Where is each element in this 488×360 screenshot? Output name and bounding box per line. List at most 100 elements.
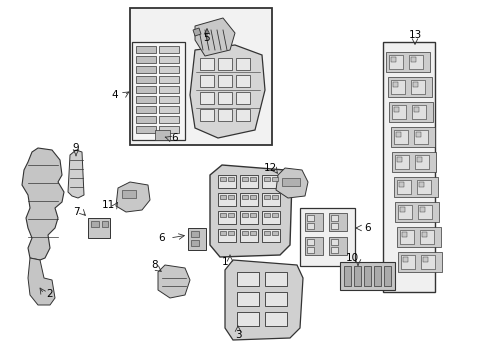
- Polygon shape: [68, 150, 84, 198]
- Polygon shape: [158, 265, 190, 298]
- Bar: [396, 227, 440, 247]
- Bar: [343, 266, 350, 286]
- Text: 8: 8: [151, 260, 158, 270]
- Bar: [218, 58, 231, 70]
- Bar: [220, 231, 225, 235]
- Bar: [393, 130, 407, 144]
- Bar: [264, 231, 269, 235]
- Bar: [218, 193, 236, 206]
- Bar: [383, 266, 390, 286]
- Bar: [328, 213, 346, 231]
- Bar: [419, 230, 433, 244]
- Bar: [159, 86, 179, 93]
- Bar: [397, 205, 411, 219]
- Bar: [136, 66, 156, 73]
- Bar: [393, 107, 398, 112]
- Bar: [220, 177, 225, 181]
- Bar: [330, 247, 337, 253]
- Bar: [390, 127, 434, 147]
- Text: 13: 13: [407, 30, 421, 40]
- Bar: [236, 92, 249, 104]
- Bar: [240, 211, 258, 224]
- Bar: [363, 266, 370, 286]
- Bar: [136, 86, 156, 93]
- Bar: [414, 155, 428, 169]
- Bar: [218, 75, 231, 87]
- Bar: [159, 106, 179, 113]
- Bar: [262, 175, 280, 188]
- Bar: [159, 126, 179, 133]
- Bar: [401, 232, 406, 237]
- Bar: [330, 239, 337, 245]
- Bar: [394, 155, 408, 169]
- Bar: [237, 312, 259, 326]
- Bar: [306, 247, 313, 253]
- Bar: [411, 105, 425, 119]
- Bar: [305, 237, 323, 255]
- Bar: [91, 221, 99, 227]
- Bar: [159, 96, 179, 103]
- Bar: [391, 152, 435, 172]
- Text: 6: 6: [171, 133, 178, 143]
- Polygon shape: [275, 168, 307, 198]
- Text: 6: 6: [159, 233, 165, 243]
- Polygon shape: [190, 45, 264, 138]
- Bar: [237, 292, 259, 306]
- Bar: [416, 157, 421, 162]
- Bar: [395, 132, 400, 137]
- Bar: [373, 266, 380, 286]
- Bar: [413, 130, 427, 144]
- Bar: [136, 116, 156, 123]
- Polygon shape: [116, 182, 150, 212]
- Bar: [306, 215, 313, 221]
- Bar: [242, 177, 247, 181]
- Bar: [240, 193, 258, 206]
- Text: 9: 9: [73, 143, 79, 153]
- Bar: [242, 195, 247, 199]
- Bar: [306, 239, 313, 245]
- Bar: [353, 266, 360, 286]
- Text: 10: 10: [345, 253, 358, 263]
- Polygon shape: [195, 18, 235, 56]
- Bar: [393, 177, 437, 197]
- Bar: [264, 292, 286, 306]
- Bar: [220, 213, 225, 217]
- Bar: [282, 178, 299, 186]
- Bar: [306, 223, 313, 229]
- Bar: [242, 213, 247, 217]
- Bar: [155, 130, 170, 140]
- Bar: [398, 182, 403, 187]
- Bar: [396, 180, 409, 194]
- Bar: [88, 218, 110, 238]
- Bar: [394, 202, 438, 222]
- Bar: [262, 229, 280, 242]
- Bar: [136, 56, 156, 63]
- Bar: [396, 157, 401, 162]
- Polygon shape: [209, 165, 291, 257]
- Bar: [240, 175, 258, 188]
- Bar: [410, 57, 415, 62]
- Bar: [132, 42, 184, 140]
- Polygon shape: [193, 28, 201, 36]
- Bar: [249, 213, 256, 217]
- Bar: [262, 211, 280, 224]
- Bar: [187, 228, 205, 250]
- Bar: [392, 82, 397, 87]
- Bar: [399, 207, 404, 212]
- Bar: [159, 56, 179, 63]
- Bar: [397, 252, 441, 272]
- Bar: [399, 230, 413, 244]
- Bar: [271, 213, 278, 217]
- Bar: [136, 126, 156, 133]
- Bar: [422, 257, 427, 262]
- Bar: [330, 215, 337, 221]
- Bar: [237, 272, 259, 286]
- Polygon shape: [22, 148, 64, 260]
- Bar: [191, 231, 199, 237]
- Bar: [264, 195, 269, 199]
- Bar: [271, 231, 278, 235]
- Bar: [249, 231, 256, 235]
- Bar: [249, 177, 256, 181]
- Bar: [391, 105, 405, 119]
- Bar: [200, 75, 214, 87]
